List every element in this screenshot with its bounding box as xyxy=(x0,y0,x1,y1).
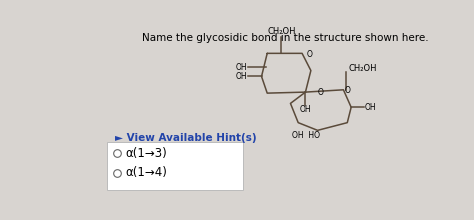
Text: α(1→4): α(1→4) xyxy=(125,166,167,179)
Text: CH₂OH: CH₂OH xyxy=(267,27,296,36)
Text: OH: OH xyxy=(236,72,247,81)
Text: OH  HO: OH HO xyxy=(292,131,320,140)
Text: OH: OH xyxy=(236,63,247,72)
Text: Name the glycosidic bond in the structure shown here.: Name the glycosidic bond in the structur… xyxy=(142,33,429,43)
Text: OH: OH xyxy=(365,103,376,112)
FancyBboxPatch shape xyxy=(107,142,243,190)
Text: O: O xyxy=(317,88,323,97)
Text: CH₂OH: CH₂OH xyxy=(349,64,377,73)
Text: α(1→3): α(1→3) xyxy=(125,147,167,160)
Text: OH: OH xyxy=(300,105,311,114)
Text: O: O xyxy=(307,50,313,59)
Text: ► View Available Hint(s): ► View Available Hint(s) xyxy=(115,133,257,143)
Text: O: O xyxy=(344,86,350,95)
